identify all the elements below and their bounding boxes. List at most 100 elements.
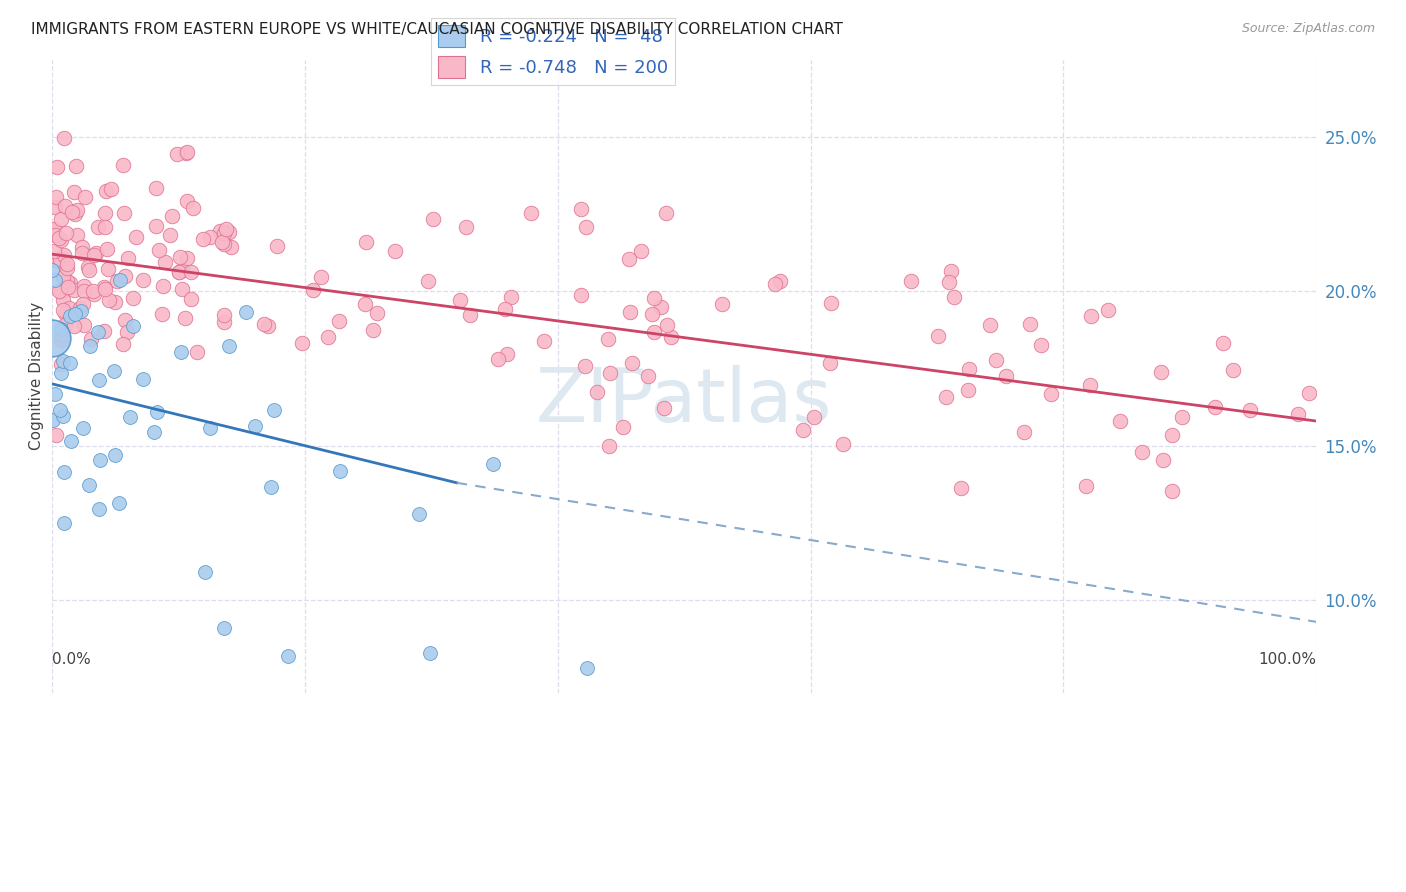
Point xyxy=(44,200,66,214)
Point xyxy=(55,306,77,320)
Point xyxy=(655,206,678,220)
Point xyxy=(174,310,197,325)
Point xyxy=(96,184,118,198)
Point xyxy=(792,423,814,437)
Y-axis label: Cognitive Disability: Cognitive Disability xyxy=(30,302,44,450)
Point xyxy=(935,390,957,404)
Point xyxy=(83,248,105,262)
Point xyxy=(209,224,232,238)
Point xyxy=(769,275,792,289)
Point xyxy=(416,274,439,288)
Point xyxy=(86,220,108,235)
Point xyxy=(59,277,82,291)
Point xyxy=(630,244,652,259)
Point xyxy=(55,226,77,240)
Point xyxy=(710,297,733,311)
Point xyxy=(637,368,659,383)
Point xyxy=(1108,414,1130,428)
Point xyxy=(44,273,66,287)
Text: 0.0%: 0.0% xyxy=(52,652,91,667)
Point xyxy=(45,428,67,442)
Point xyxy=(44,386,66,401)
Point xyxy=(599,366,621,380)
Point xyxy=(120,410,142,425)
Point xyxy=(42,413,65,427)
Point xyxy=(73,284,96,298)
Point xyxy=(596,333,619,347)
Point xyxy=(59,310,82,324)
Point xyxy=(1097,303,1119,318)
Point xyxy=(167,264,190,278)
Point xyxy=(183,202,205,216)
Point xyxy=(170,344,193,359)
Point xyxy=(108,496,131,510)
Point xyxy=(533,334,555,349)
Point xyxy=(1161,428,1184,442)
Point xyxy=(170,263,193,277)
Point xyxy=(569,288,592,302)
Point xyxy=(83,287,105,301)
Point xyxy=(97,261,120,276)
Point xyxy=(112,205,135,219)
Point xyxy=(49,322,72,336)
Point xyxy=(176,252,198,266)
Point xyxy=(77,478,100,492)
Point xyxy=(1076,479,1098,493)
Point xyxy=(957,361,980,376)
Point xyxy=(494,301,516,316)
Point xyxy=(329,464,352,478)
Point xyxy=(1012,425,1035,440)
Point xyxy=(1130,444,1153,458)
Point xyxy=(49,233,72,247)
Point xyxy=(180,265,202,279)
Point xyxy=(49,285,72,299)
Point xyxy=(69,301,91,315)
Point xyxy=(52,409,75,424)
Point xyxy=(87,502,110,516)
Point xyxy=(148,244,170,258)
Point xyxy=(501,291,523,305)
Point xyxy=(131,372,153,386)
Point xyxy=(122,291,145,305)
Point xyxy=(63,207,86,221)
Point xyxy=(384,244,406,258)
Point xyxy=(145,219,167,234)
Point xyxy=(257,318,280,333)
Point xyxy=(191,232,214,246)
Point xyxy=(93,282,115,296)
Point xyxy=(575,661,598,675)
Point xyxy=(569,202,592,217)
Point xyxy=(49,402,72,417)
Point xyxy=(132,273,155,287)
Point xyxy=(166,147,188,161)
Point xyxy=(93,324,115,338)
Point xyxy=(55,257,77,271)
Point xyxy=(93,206,115,220)
Point xyxy=(73,318,96,333)
Point xyxy=(87,326,110,340)
Point xyxy=(956,383,979,397)
Point xyxy=(70,240,93,254)
Point xyxy=(200,421,222,435)
Point xyxy=(59,434,82,448)
Point xyxy=(1150,365,1173,379)
Point xyxy=(52,293,75,307)
Point xyxy=(763,277,786,291)
Point xyxy=(79,263,101,277)
Point xyxy=(643,326,665,340)
Point xyxy=(52,465,75,479)
Point xyxy=(63,284,86,298)
Point xyxy=(496,347,519,361)
Point xyxy=(354,235,377,250)
Point xyxy=(52,270,75,285)
Point xyxy=(1239,402,1261,417)
Point xyxy=(52,248,75,262)
Point xyxy=(117,251,139,265)
Point xyxy=(353,297,375,311)
Point xyxy=(55,274,77,288)
Point xyxy=(96,242,118,256)
Point xyxy=(115,325,138,339)
Point xyxy=(1286,408,1309,422)
Point xyxy=(243,419,266,434)
Point xyxy=(620,356,643,370)
